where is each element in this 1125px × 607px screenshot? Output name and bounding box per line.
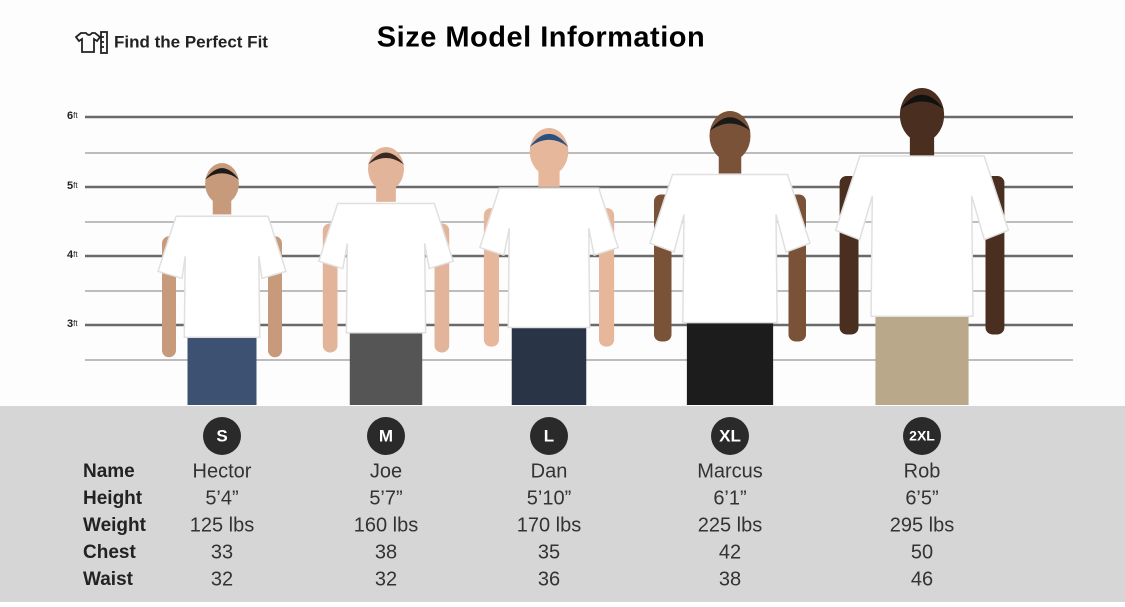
pants <box>686 312 774 405</box>
cell: 5’4” <box>205 487 238 509</box>
hair <box>899 94 945 110</box>
shirt <box>317 202 455 334</box>
cell: 36 <box>538 568 560 590</box>
size-label: L <box>544 426 554 445</box>
scale-unit: ft <box>73 250 78 259</box>
cell: Marcus <box>697 460 763 482</box>
cell: 38 <box>375 541 397 563</box>
cell: 32 <box>375 568 397 590</box>
row-label: Weight <box>83 515 147 536</box>
brand-icon <box>74 31 108 54</box>
size-label: XL <box>719 426 741 445</box>
scale-label: 5ft <box>67 180 78 192</box>
cell: Hector <box>193 460 252 482</box>
cell: 46 <box>911 568 933 590</box>
cell: 5’7” <box>369 487 402 509</box>
hair <box>205 168 239 180</box>
size-label: 2XL <box>909 428 935 444</box>
shirt <box>834 155 1010 317</box>
size-label: S <box>216 426 227 445</box>
size-badge <box>903 417 941 455</box>
cell: 225 lbs <box>698 514 763 536</box>
size-label: M <box>379 426 393 445</box>
scale-number: 5 <box>67 180 73 192</box>
cell: 42 <box>719 541 741 563</box>
cell: 295 lbs <box>890 514 955 536</box>
shirt <box>157 215 287 338</box>
size-badge <box>367 417 405 455</box>
cell: 32 <box>211 568 233 590</box>
cell: 33 <box>211 541 233 563</box>
row-label: Name <box>83 461 135 482</box>
shirt <box>649 173 811 324</box>
size-badge <box>711 417 749 455</box>
scale-label: 6ft <box>67 110 78 122</box>
pants <box>349 322 423 405</box>
cell: 160 lbs <box>354 514 419 536</box>
size-badge <box>203 417 241 455</box>
scale-label: 4ft <box>67 249 78 261</box>
scale-unit: ft <box>73 319 78 328</box>
pants <box>511 317 587 405</box>
cell: 38 <box>719 568 741 590</box>
hair <box>529 133 569 147</box>
cell: 35 <box>538 541 560 563</box>
cell: 5’10” <box>527 487 571 509</box>
hair <box>368 152 404 165</box>
scale-number: 6 <box>67 110 73 122</box>
cell: Rob <box>904 460 941 482</box>
hair <box>709 117 751 131</box>
cell: 6’5” <box>905 487 938 509</box>
scale-number: 3 <box>67 318 73 330</box>
shirt <box>478 187 620 329</box>
cell: 50 <box>911 541 933 563</box>
scale-unit: ft <box>73 111 78 120</box>
cell: 170 lbs <box>517 514 582 536</box>
scale-label: 3ft <box>67 318 78 330</box>
row-label: Chest <box>83 542 136 563</box>
size-badge <box>530 417 568 455</box>
cell: 6’1” <box>713 487 746 509</box>
scale-unit: ft <box>73 181 78 190</box>
row-label: Height <box>83 488 143 509</box>
row-label: Waist <box>83 569 134 590</box>
title: Size Model Information <box>377 22 705 54</box>
brand-text: Find the Perfect Fit <box>114 32 268 51</box>
pants <box>875 306 969 405</box>
pants <box>187 327 257 405</box>
cell: Dan <box>531 460 568 482</box>
scale-number: 4 <box>67 249 74 261</box>
cell: 125 lbs <box>190 514 255 536</box>
cell: Joe <box>370 460 402 482</box>
